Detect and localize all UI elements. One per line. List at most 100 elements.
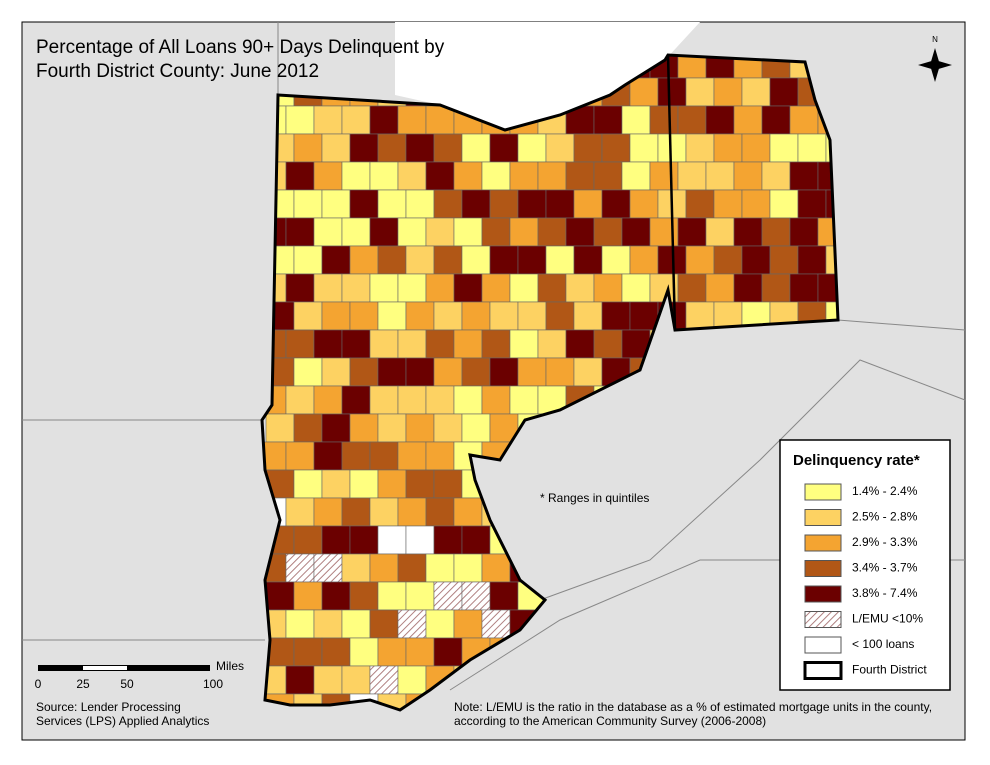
scale-label: 50 <box>120 677 134 691</box>
county <box>565 161 595 191</box>
county <box>733 273 763 303</box>
county <box>657 77 687 107</box>
county <box>573 301 603 331</box>
county <box>629 245 659 275</box>
legend-title: Delinquency rate* <box>793 452 920 469</box>
county <box>593 329 623 359</box>
county <box>713 133 743 163</box>
county <box>293 189 323 219</box>
county <box>377 637 407 667</box>
county <box>573 189 603 219</box>
county <box>349 133 379 163</box>
county <box>369 273 399 303</box>
county <box>489 245 519 275</box>
county <box>293 413 323 443</box>
county <box>377 581 407 611</box>
county <box>461 525 491 555</box>
county <box>349 469 379 499</box>
county <box>517 245 547 275</box>
county <box>321 525 351 555</box>
county <box>537 329 567 359</box>
county <box>621 161 651 191</box>
county <box>433 469 463 499</box>
source: Source: Lender Processing <box>36 700 181 714</box>
county <box>433 581 463 611</box>
county <box>461 413 491 443</box>
legend-swatch <box>803 661 843 680</box>
county <box>453 609 483 639</box>
county <box>285 553 315 583</box>
county <box>705 273 735 303</box>
county <box>621 217 651 247</box>
county <box>453 217 483 247</box>
county <box>713 245 743 275</box>
county <box>545 133 575 163</box>
county <box>341 665 371 695</box>
county <box>537 161 567 191</box>
county <box>397 217 427 247</box>
county <box>369 441 399 471</box>
county <box>601 133 631 163</box>
county <box>377 301 407 331</box>
county <box>565 329 595 359</box>
county <box>537 273 567 303</box>
county <box>433 525 463 555</box>
county <box>573 357 603 387</box>
county <box>657 133 687 163</box>
county <box>369 609 399 639</box>
legend-label: < 100 loans <box>852 637 914 651</box>
county <box>285 217 315 247</box>
county <box>341 497 371 527</box>
county <box>313 497 343 527</box>
county <box>713 189 743 219</box>
county <box>293 133 323 163</box>
county <box>453 553 483 583</box>
quintile-note: * Ranges in quintiles <box>540 491 649 505</box>
county <box>621 105 651 135</box>
county <box>405 525 435 555</box>
county <box>733 161 763 191</box>
county <box>313 385 343 415</box>
county <box>285 609 315 639</box>
county <box>293 245 323 275</box>
county <box>321 357 351 387</box>
county <box>545 301 575 331</box>
county <box>397 441 427 471</box>
county <box>369 497 399 527</box>
county <box>349 189 379 219</box>
compass: N <box>918 35 952 82</box>
county <box>461 301 491 331</box>
county <box>649 105 679 135</box>
county <box>733 217 763 247</box>
county <box>293 357 323 387</box>
county <box>481 553 511 583</box>
county <box>425 385 455 415</box>
county <box>377 133 407 163</box>
lake <box>395 22 700 130</box>
county <box>341 161 371 191</box>
county <box>369 329 399 359</box>
state-line <box>666 54 677 331</box>
county <box>349 357 379 387</box>
county <box>425 609 455 639</box>
county <box>377 245 407 275</box>
county <box>517 357 547 387</box>
county <box>377 525 407 555</box>
county <box>769 189 799 219</box>
legend-label: 3.4% - 3.7% <box>852 561 918 575</box>
legend-label: 3.8% - 7.4% <box>852 586 918 600</box>
compass-label: N <box>932 35 938 44</box>
county <box>797 189 827 219</box>
county <box>733 105 763 135</box>
county <box>593 273 623 303</box>
county <box>341 217 371 247</box>
county <box>621 273 651 303</box>
county <box>349 245 379 275</box>
legend-label: Fourth District <box>852 663 927 677</box>
county <box>517 301 547 331</box>
county <box>425 497 455 527</box>
county <box>517 133 547 163</box>
county <box>481 273 511 303</box>
county <box>321 133 351 163</box>
county <box>377 413 407 443</box>
